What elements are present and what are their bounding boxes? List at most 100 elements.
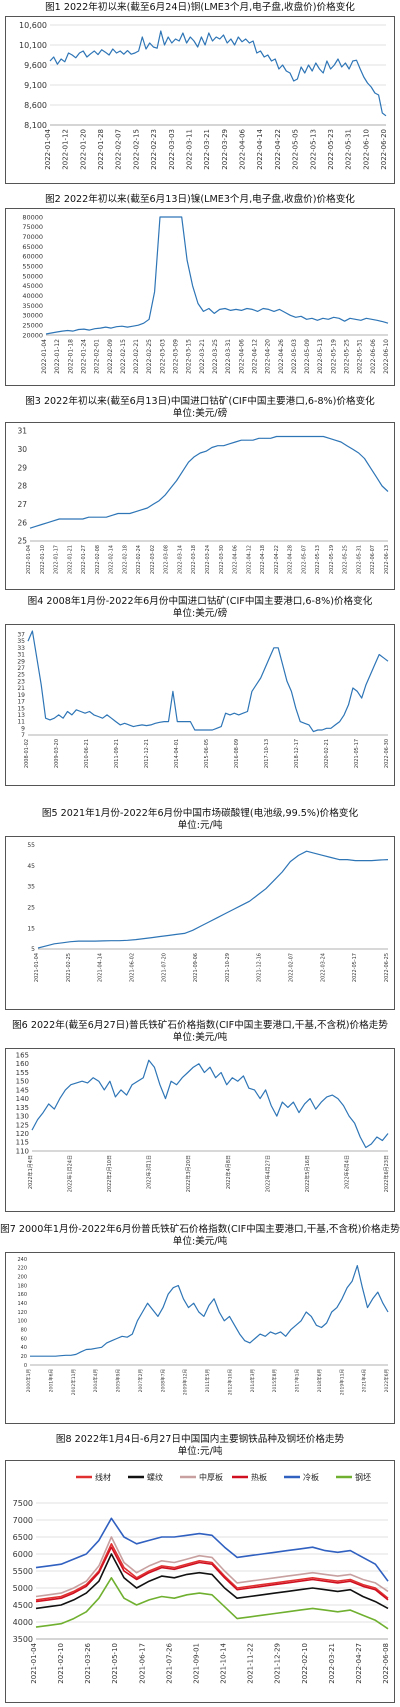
x-tick-label: 2022-03-21: [199, 339, 206, 374]
x-tick-label: 2022-01-04: [44, 128, 52, 169]
series-line-中厚板: [35, 1536, 389, 1598]
x-tick-label: 2021-09-06: [193, 953, 199, 982]
x-tick-label: 2021-05-10: [111, 1643, 119, 1684]
y-tick-label: 240: [17, 1257, 27, 1263]
x-tick-label: 2022-06-30: [384, 739, 390, 768]
x-tick-label: 2022-04-06: [239, 128, 247, 169]
y-tick-label: 160: [16, 1060, 29, 1068]
y-tick-label: 5000: [13, 1584, 33, 1593]
x-tick-label: 2022年6月23日: [383, 1155, 390, 1192]
y-tick-label: 25000: [22, 321, 43, 329]
x-tick-label: 2022-04-27: [355, 1643, 363, 1684]
y-tick-label: 7500: [13, 1499, 33, 1508]
y-tick-label: 25: [27, 905, 35, 912]
x-tick-label: 2021-02-10: [57, 1643, 65, 1684]
x-tick-label: 2011-09-21: [114, 739, 120, 768]
y-tick-label: 19: [17, 692, 25, 699]
series-line-钢坯: [35, 1577, 389, 1630]
chart-title: 图1 2022年初以来(截至6月24日)铜(LME3个月,电子盘,收盘价)价格变…: [45, 2, 355, 13]
x-tick-label: 2022-06-25: [384, 953, 390, 982]
x-tick-label: 2022-04-14: [256, 128, 264, 169]
x-tick-label: 2015-06-05: [204, 739, 210, 768]
y-tick-label: 23: [17, 678, 25, 685]
x-tick-label: 2021-03-26: [84, 1642, 92, 1683]
x-tick-label: 2022-03-02: [150, 545, 156, 574]
iron-ore-long-chart: 0 20 40 60 80 100 120 140 160 180 200 220 240 2000年1月…: [17, 1257, 390, 1395]
x-tick-label: 2022年3月20日: [185, 1155, 192, 1192]
x-tick-label: 2022年1月4日: [27, 1155, 34, 1189]
x-tick-label: 2022-01-24: [80, 339, 87, 374]
y-tick-label: 31: [17, 427, 27, 436]
y-tick-label: 110: [16, 1147, 29, 1155]
x-tick-label: 2022-01-12: [62, 129, 70, 170]
x-tick-label: 2012-12-21: [144, 739, 150, 768]
x-tick-label: 2022-01-18: [67, 339, 74, 374]
x-tick-label: 2004年4月: [92, 1369, 99, 1392]
x-tick-label: 2021-10-29: [225, 953, 231, 982]
y-tick-label: 50000: [22, 272, 43, 280]
x-tick-label: 2022-03-15: [186, 339, 193, 374]
x-tick-label: 2022-05-17: [352, 953, 358, 982]
y-tick-label: 25: [17, 537, 27, 546]
x-tick-label: 2022-02-10: [301, 1643, 309, 1684]
x-tick-label: 2022年5月16日: [304, 1155, 311, 1192]
x-tick-label: 2022-02-15: [120, 339, 127, 374]
y-tick-label: 40000: [22, 292, 43, 300]
y-tick-label: 130: [16, 1113, 29, 1121]
legend-label: 钢坯: [355, 1472, 371, 1482]
y-tick-label: 15: [27, 925, 35, 932]
series-line: [49, 30, 387, 117]
y-tick-label: 11: [17, 719, 25, 726]
x-tick-label: 2021-12-16: [257, 953, 263, 982]
y-tick-label: 80: [21, 1327, 27, 1333]
y-tick-label: 100: [17, 1319, 27, 1325]
y-tick-label: 29: [17, 463, 27, 472]
x-tick-label: 2022-05-31: [357, 339, 364, 374]
x-tick-label: 2019年11月: [338, 1369, 345, 1395]
series-line: [29, 435, 389, 529]
x-tick-label: 2022-04-06: [238, 339, 245, 374]
y-tick-label: 5500: [13, 1567, 33, 1576]
y-tick-label: 26: [17, 518, 27, 527]
y-tick-label: 180: [17, 1283, 27, 1289]
y-tick-label: 120: [16, 1130, 29, 1138]
chart-title: 图5 2021年1月份-2022年6月份中国市场碳酸锂(电池级,99.5%)价格…: [41, 808, 359, 819]
y-tick-label: 9,600: [24, 61, 47, 70]
y-tick-label: 150: [16, 1078, 29, 1086]
x-tick-label: 2022-03-29: [221, 129, 229, 170]
y-tick-label: 10,600: [19, 21, 47, 30]
x-tick-label: 2022-04-18: [260, 545, 266, 574]
legend-label: 线材: [95, 1472, 111, 1482]
legend-label: 螺纹: [147, 1472, 163, 1482]
series-line-线材: [35, 1543, 389, 1601]
y-tick-label: 7000: [13, 1516, 33, 1525]
y-tick-label: 8,600: [24, 101, 47, 110]
x-tick-label: 2022-04-26: [278, 339, 285, 374]
x-tick-label: 2022-04-12: [246, 545, 252, 574]
y-tick-label: 28: [17, 482, 27, 491]
x-tick-label: 2011年5月: [204, 1369, 211, 1392]
x-tick-label: 2022-05-07: [301, 545, 307, 574]
x-tick-label: 2022-02-14: [109, 545, 115, 574]
y-tick-label: 8,100: [24, 121, 47, 130]
y-tick-label: 9: [21, 725, 25, 732]
x-tick-label: 2021-10-14: [220, 1642, 228, 1683]
y-tick-label: 15: [17, 705, 25, 712]
y-tick-label: 30: [17, 445, 27, 454]
series-line: [27, 630, 389, 733]
x-tick-label: 2017-10-13: [264, 739, 270, 768]
x-tick-label: 2022-04-12: [251, 339, 258, 374]
x-tick-label: 2022-03-08: [164, 545, 170, 574]
x-tick-label: 2021-09-01: [192, 1643, 200, 1684]
x-tick-label: 2022-01-17: [54, 545, 60, 574]
x-tick-label: 2022-01-28: [97, 129, 105, 170]
x-tick-label: 2021-05-17: [354, 739, 360, 768]
x-tick-label: 2022-05-25: [344, 339, 351, 374]
x-tick-label: 2022-02-07: [289, 953, 295, 982]
x-tick-label: 2022-02-23: [150, 129, 158, 170]
chart-unit: 单位:美元/吨: [172, 1032, 228, 1043]
x-tick-label: 2022-03-21: [328, 1643, 336, 1684]
y-tick-label: 5: [31, 946, 35, 953]
